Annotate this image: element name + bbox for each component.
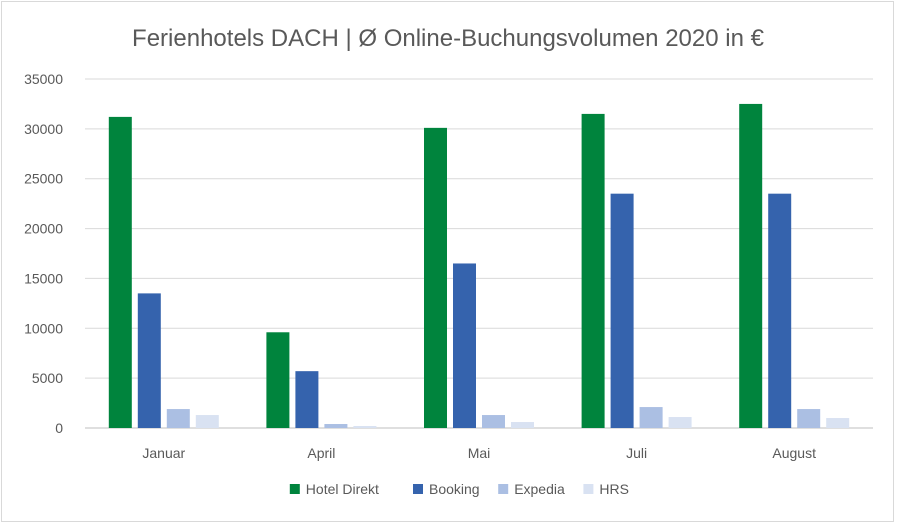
legend-swatch-expedia bbox=[498, 484, 509, 494]
legend-swatch-hrs bbox=[583, 484, 594, 494]
bar-booking-juli bbox=[610, 193, 634, 428]
legend-label: Booking bbox=[429, 481, 480, 497]
bar-expedia-april bbox=[324, 424, 348, 428]
y-tick-label: 30000 bbox=[24, 121, 63, 137]
y-tick-label: 20000 bbox=[24, 221, 63, 237]
bar-booking-april bbox=[295, 371, 319, 428]
bar-hotel-direkt-april bbox=[266, 332, 290, 428]
x-tick-label: Juli bbox=[626, 445, 647, 461]
x-tick-label: August bbox=[772, 445, 816, 461]
legend: Hotel Direkt Booking Expedia HRS bbox=[289, 481, 629, 497]
bar-expedia-juli bbox=[639, 407, 663, 428]
chart-title: Ferienhotels DACH | Ø Online-Buchungsvol… bbox=[132, 25, 765, 52]
x-tick-label: Januar bbox=[142, 445, 185, 461]
bar-hrs-juli bbox=[668, 417, 692, 428]
legend-label: HRS bbox=[599, 481, 629, 497]
bar-booking-januar bbox=[137, 293, 161, 428]
y-tick-label: 15000 bbox=[24, 270, 63, 286]
bar-hrs-april bbox=[353, 426, 377, 428]
bar-booking-mai bbox=[453, 263, 476, 428]
legend-swatch-hotel-direkt bbox=[289, 484, 300, 494]
y-axis-ticks: 0 5000 10000 15000 20000 25000 30000 35000 bbox=[24, 71, 63, 436]
bar-hrs-august bbox=[826, 418, 850, 428]
x-tick-label: Mai bbox=[468, 445, 491, 461]
bar-hrs-mai bbox=[511, 422, 534, 428]
y-tick-label: 35000 bbox=[24, 71, 63, 87]
y-tick-label: 10000 bbox=[24, 320, 63, 336]
legend-label: Hotel Direkt bbox=[306, 481, 379, 497]
bars bbox=[108, 103, 850, 429]
bar-hrs-januar bbox=[195, 415, 219, 428]
x-tick-label: April bbox=[307, 445, 335, 461]
y-tick-label: 5000 bbox=[32, 370, 63, 386]
legend-swatch-booking bbox=[413, 484, 423, 494]
bar-hotel-direkt-august bbox=[739, 103, 763, 428]
legend-label: Expedia bbox=[514, 481, 565, 497]
bar-expedia-mai bbox=[482, 415, 505, 428]
x-axis-ticks: Januar April Mai Juli August bbox=[142, 445, 816, 461]
y-tick-label: 0 bbox=[55, 420, 63, 436]
bar-expedia-august bbox=[797, 409, 821, 428]
bar-expedia-januar bbox=[166, 409, 190, 428]
bar-hotel-direkt-mai bbox=[424, 127, 447, 429]
bar-hotel-direkt-juli bbox=[581, 113, 605, 429]
bar-hotel-direkt-januar bbox=[108, 116, 132, 429]
y-tick-label: 25000 bbox=[24, 171, 63, 187]
bar-booking-august bbox=[768, 193, 792, 428]
